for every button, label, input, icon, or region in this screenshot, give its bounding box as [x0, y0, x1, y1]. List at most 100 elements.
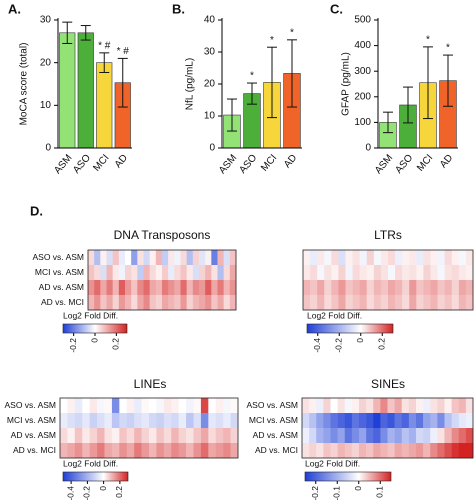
colorbar-label: Log2 Fold Diff.	[305, 458, 360, 468]
heatmap-cell	[82, 428, 90, 444]
heatmap-cell	[338, 250, 346, 266]
heatmap-cell	[100, 280, 107, 296]
heatmap-cell	[351, 398, 360, 414]
heatmap-cell	[330, 443, 338, 459]
row-label: AD vs. ASM	[253, 430, 298, 440]
heatmap-cell	[112, 295, 120, 311]
heatmap-cell	[303, 250, 311, 266]
heatmap-cell	[316, 443, 324, 459]
heatmap-cell	[430, 428, 438, 444]
annotation: *	[446, 43, 450, 54]
heatmap-cell	[199, 265, 206, 281]
heatmap-cell	[171, 413, 179, 429]
heatmap-title: SINEs	[371, 377, 405, 391]
heatmap-frame	[301, 397, 474, 459]
heatmap-cell	[337, 428, 346, 444]
heatmap-cell	[180, 265, 187, 281]
heatmap-cell	[178, 413, 187, 429]
heatmap-cell	[67, 428, 76, 444]
heatmap-cell	[337, 398, 346, 414]
row-label: ASO vs. ASM	[33, 252, 85, 262]
heatmap-cell	[444, 398, 452, 414]
heatmap-cell	[451, 398, 460, 414]
heatmap-cell	[186, 280, 194, 296]
heatmap-cell	[211, 250, 218, 266]
heatmap-cell	[323, 443, 331, 459]
annotation: *	[426, 35, 430, 46]
heatmap-cell	[94, 265, 101, 281]
heatmap-cell	[89, 413, 98, 429]
heatmap-cell	[408, 398, 417, 414]
error-bar	[267, 46, 277, 119]
heatmap-cell	[97, 398, 105, 414]
heatmap-cell	[119, 413, 128, 429]
heatmap-cell	[97, 428, 105, 444]
heatmap-frame	[302, 249, 474, 311]
heatmap-cell	[126, 413, 135, 429]
colorbar	[304, 471, 392, 482]
heatmap-cell	[100, 250, 107, 266]
heatmap-cell	[444, 413, 452, 429]
heatmap-cell	[137, 250, 144, 266]
heatmap-cell	[118, 280, 126, 296]
colorbar-tick-label: -0.2	[82, 486, 92, 500]
heatmap-cell	[112, 250, 120, 266]
heatmap-cell	[104, 413, 113, 429]
heatmap-cell	[423, 413, 431, 429]
y-tick-label: 0	[365, 143, 371, 154]
heatmap-cell	[131, 295, 138, 311]
row-label: MCI vs. ASM	[249, 415, 298, 425]
heatmap-cell	[60, 398, 68, 414]
bar	[77, 32, 94, 149]
heatmap-cell	[174, 295, 181, 311]
heatmap-cell	[60, 413, 68, 429]
x-tick-label: AD	[282, 153, 299, 171]
heatmap-cell	[302, 428, 310, 444]
annotation: *	[270, 35, 274, 46]
heatmap-cell	[437, 280, 445, 296]
heatmap-cell	[444, 428, 452, 444]
heatmap-cell	[60, 443, 68, 459]
heatmap-cell	[380, 265, 389, 281]
heatmap-cell	[366, 295, 375, 311]
heatmap-cell	[134, 413, 142, 429]
heatmap-cell	[230, 398, 239, 414]
heatmap-cell	[338, 295, 346, 311]
error-bar	[403, 86, 413, 124]
heatmap-cell	[134, 428, 142, 444]
heatmap-cell	[149, 443, 157, 459]
heatmap-cell	[309, 398, 317, 414]
heatmap-cell	[180, 280, 187, 296]
heatmap-cell	[330, 428, 338, 444]
heatmap-cell	[344, 443, 353, 459]
heatmap-cell	[373, 428, 381, 444]
heatmap-cell	[94, 250, 101, 266]
heatmap-cell	[119, 398, 128, 414]
heatmap-cell	[458, 280, 467, 296]
heatmap-cell	[458, 443, 467, 459]
heatmap-cell	[217, 250, 224, 266]
heatmap-cell	[430, 413, 438, 429]
heatmap-cell	[465, 295, 474, 311]
x-tick-label: MCI	[415, 153, 435, 174]
y-axis-label: MoCA score (total)	[19, 43, 30, 126]
error-bar	[383, 111, 393, 134]
heatmap-frame	[87, 249, 237, 311]
heatmap-cell	[352, 280, 360, 296]
row-label: ASO vs. ASM	[5, 400, 57, 410]
heatmap-cell	[186, 443, 194, 459]
colorbar-tick-label: -0.2	[334, 338, 344, 353]
heatmap-cell	[155, 250, 163, 266]
heatmap-cell	[401, 428, 410, 444]
heatmap-cell	[430, 443, 438, 459]
heatmap-cell	[408, 428, 417, 444]
heatmap-cell	[186, 250, 194, 266]
heatmap-cell	[215, 443, 224, 459]
heatmap-cell	[186, 265, 194, 281]
error-bar	[227, 98, 237, 132]
x-tick-label: MCI	[91, 153, 111, 174]
heatmap-cell	[309, 413, 317, 429]
heatmap-cell	[380, 443, 388, 459]
heatmap-cell	[205, 265, 212, 281]
heatmap-cell	[168, 265, 175, 281]
